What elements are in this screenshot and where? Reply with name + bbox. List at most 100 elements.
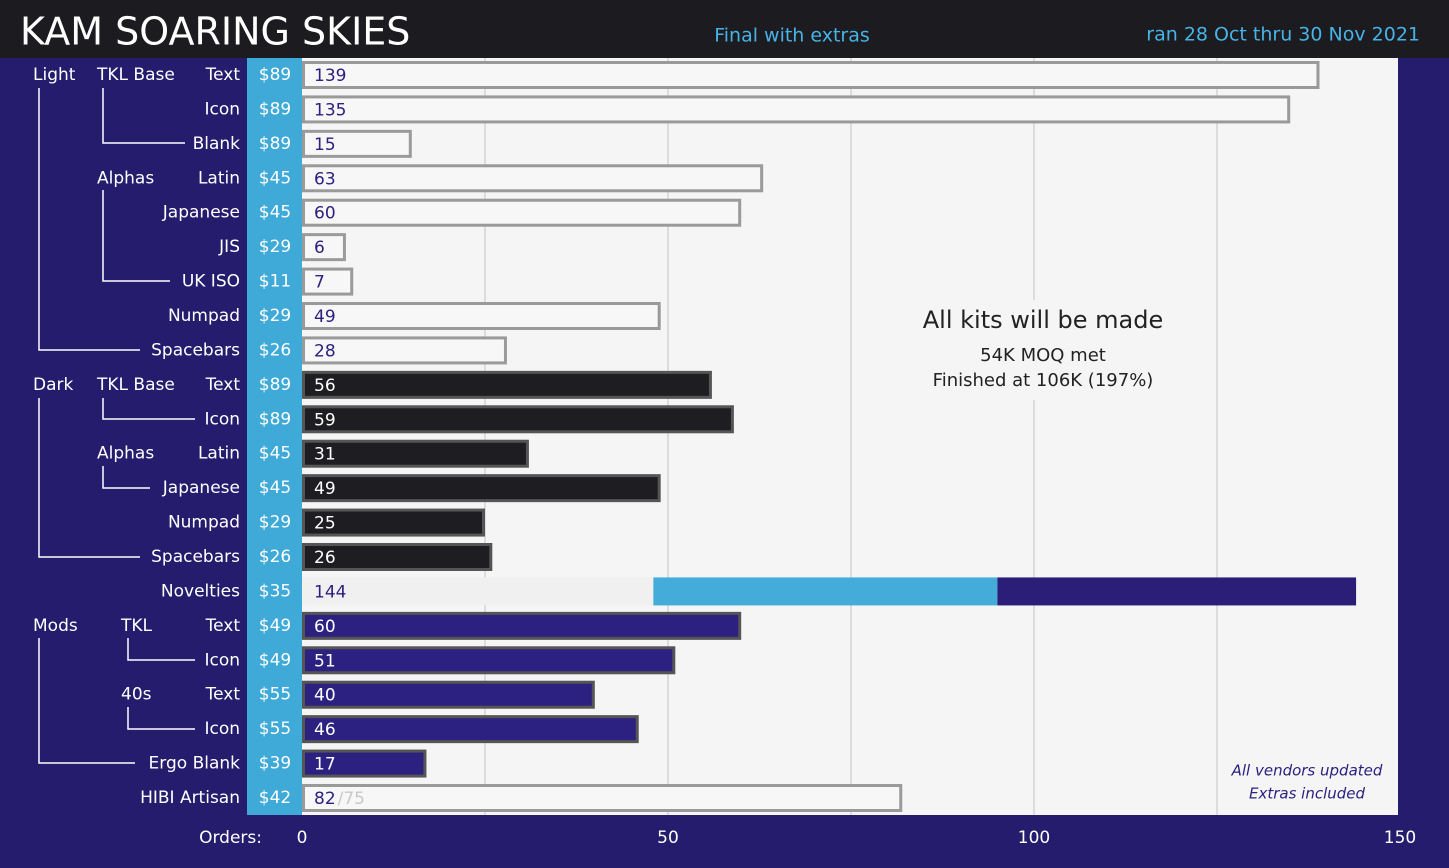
price-label: $89 <box>259 65 291 85</box>
value-label: 51 <box>314 651 336 671</box>
price-label: $49 <box>259 650 291 670</box>
value-label: 40 <box>314 686 336 706</box>
bar-segment <box>997 577 1357 606</box>
subgroup-label: TKL <box>120 616 153 636</box>
price-label: $55 <box>259 685 291 705</box>
value-label: 28 <box>314 341 336 361</box>
bar <box>302 61 1320 89</box>
row-label: Japanese <box>162 203 240 223</box>
row-label: Text <box>205 375 241 395</box>
subtitle: Final with extras <box>714 25 870 47</box>
bar-segment <box>302 577 654 606</box>
row-label: Ergo Blank <box>149 754 241 774</box>
row-label: UK ISO <box>182 272 240 292</box>
value-label: 135 <box>314 100 346 120</box>
bar <box>302 405 734 434</box>
row-label: Numpad <box>168 513 240 533</box>
annotation-line: Finished at 106K (197%) <box>933 370 1154 391</box>
annotation-box <box>900 300 1190 400</box>
row-label: Latin <box>198 168 240 188</box>
price-label: $29 <box>259 513 291 533</box>
group-label: Light <box>33 65 76 85</box>
value-label: 139 <box>314 66 346 86</box>
row-label: Text <box>205 65 241 85</box>
price-label: $55 <box>259 719 291 739</box>
subgroup-label: TKL Base <box>96 375 175 395</box>
row-label: Novelties <box>161 581 240 601</box>
price-label: $45 <box>259 478 291 498</box>
tree-lines <box>38 88 195 764</box>
price-label: $45 <box>259 444 291 464</box>
extra-label: /75 <box>338 789 365 809</box>
price-label: $29 <box>259 237 291 257</box>
value-label: 60 <box>314 204 336 224</box>
bar <box>302 233 346 262</box>
subgroup-label: TKL Base <box>96 65 175 85</box>
x-tick-label: 50 <box>657 828 679 848</box>
row-label: Numpad <box>168 306 240 326</box>
value-label: 49 <box>314 307 336 327</box>
bar <box>302 508 485 537</box>
row-label: JIS <box>218 237 240 257</box>
row-label: Icon <box>204 650 240 670</box>
price-label: $42 <box>259 788 291 808</box>
value-label: 17 <box>314 755 336 775</box>
row-label: Icon <box>204 409 240 429</box>
x-tick-label: 100 <box>1018 828 1050 848</box>
bar <box>302 784 903 812</box>
price-label: $26 <box>259 340 291 360</box>
row-label: Spacebars <box>151 547 240 567</box>
value-label: 60 <box>314 617 336 637</box>
row-label: Icon <box>204 719 240 739</box>
price-label: $45 <box>259 168 291 188</box>
price-label: $45 <box>259 203 291 223</box>
price-label: $35 <box>259 581 291 601</box>
price-label: $89 <box>259 134 291 154</box>
value-label: 26 <box>314 548 336 568</box>
bar-segment <box>653 577 998 606</box>
bar <box>302 680 595 709</box>
bar <box>302 439 529 468</box>
value-label: 144 <box>314 582 346 602</box>
row-label: Blank <box>193 134 241 154</box>
x-axis-label: Orders: <box>199 828 262 848</box>
chart-title: KAM SOARING SKIES <box>20 10 410 54</box>
annotation-title: All kits will be made <box>923 306 1163 334</box>
value-label: 46 <box>314 720 336 740</box>
x-tick-label: 0 <box>297 828 308 848</box>
bar <box>302 611 742 640</box>
bar <box>302 646 676 675</box>
bar <box>302 749 427 778</box>
bar <box>302 543 493 571</box>
bar <box>302 336 507 365</box>
price-label: $89 <box>259 375 291 395</box>
bar <box>302 474 661 503</box>
value-label: 6 <box>314 238 325 258</box>
value-label: 15 <box>314 135 336 155</box>
date-range: ran 28 Oct thru 30 Nov 2021 <box>1146 24 1420 46</box>
group-label: Dark <box>33 375 73 395</box>
bar <box>302 370 712 399</box>
row-label: HIBI Artisan <box>140 788 240 808</box>
subgroup-label: 40s <box>121 685 152 705</box>
header-bar <box>0 0 1449 58</box>
price-label: $49 <box>259 616 291 636</box>
value-label: 31 <box>314 445 336 465</box>
bar <box>302 129 412 158</box>
bar <box>302 302 661 330</box>
x-tick-label: 150 <box>1384 828 1416 848</box>
value-label: 56 <box>314 376 336 396</box>
row-label: Latin <box>198 444 240 464</box>
value-label: 59 <box>314 410 336 430</box>
value-label: 49 <box>314 479 336 499</box>
value-label: 25 <box>314 514 336 534</box>
annotation-line: 54K MOQ met <box>980 345 1106 366</box>
value-label: 82 <box>314 789 336 809</box>
subgroup-label: Alphas <box>97 168 154 188</box>
price-column <box>247 58 302 815</box>
row-label: Text <box>205 616 241 636</box>
price-label: $26 <box>259 547 291 567</box>
row-label: Spacebars <box>151 340 240 360</box>
note: All vendors updated <box>1231 762 1383 780</box>
